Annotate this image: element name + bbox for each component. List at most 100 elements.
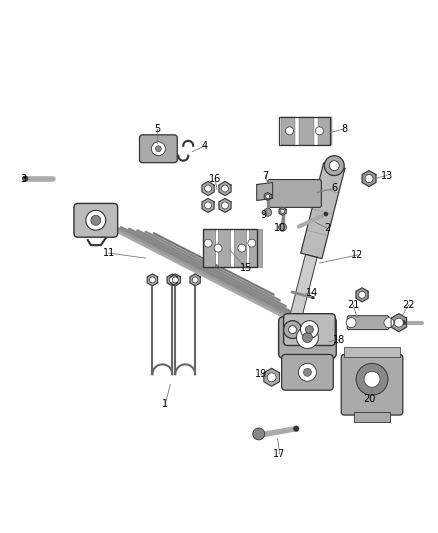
Text: 22: 22 [403,300,415,310]
Circle shape [394,318,403,327]
Circle shape [222,202,229,209]
Circle shape [205,185,212,192]
FancyBboxPatch shape [282,354,333,390]
Circle shape [152,142,165,156]
FancyBboxPatch shape [74,204,118,237]
Text: 9: 9 [261,211,267,220]
Text: 10: 10 [273,223,286,233]
FancyBboxPatch shape [347,316,389,329]
Circle shape [305,326,314,334]
Circle shape [364,372,380,387]
Circle shape [346,318,356,328]
Text: 16: 16 [209,174,221,183]
Circle shape [289,326,297,334]
Polygon shape [301,163,345,259]
Polygon shape [219,198,231,212]
Circle shape [315,127,323,135]
Polygon shape [257,182,273,200]
FancyBboxPatch shape [140,135,177,163]
Polygon shape [202,182,214,196]
Text: 12: 12 [351,250,363,260]
Text: 15: 15 [240,263,252,273]
Circle shape [264,208,272,216]
FancyBboxPatch shape [268,180,321,207]
Bar [299,117,314,145]
Circle shape [155,146,161,152]
Polygon shape [391,314,406,332]
Text: 13: 13 [381,171,393,181]
Circle shape [297,327,318,349]
Text: 3: 3 [20,174,26,183]
Circle shape [192,277,198,283]
Circle shape [22,176,28,181]
Circle shape [86,211,106,230]
Circle shape [91,215,101,225]
Circle shape [303,333,312,343]
Circle shape [293,426,299,431]
Circle shape [279,223,286,231]
FancyBboxPatch shape [279,317,336,358]
Polygon shape [264,368,279,386]
Circle shape [402,320,406,325]
Polygon shape [362,171,376,187]
Circle shape [248,239,256,247]
Circle shape [253,428,265,440]
Text: 1: 1 [162,399,168,409]
Polygon shape [279,207,286,215]
Circle shape [204,239,212,247]
Polygon shape [170,274,180,286]
Text: 7: 7 [262,171,269,181]
Bar [234,229,246,267]
Text: 2: 2 [324,223,330,233]
Bar [279,117,330,145]
Polygon shape [264,192,271,200]
Circle shape [222,185,229,192]
Circle shape [283,321,301,338]
Bar [318,117,332,145]
Text: 4: 4 [202,141,208,151]
Bar [218,229,230,267]
Bar [203,229,257,267]
Circle shape [384,318,394,328]
Circle shape [205,202,212,209]
Circle shape [170,277,175,283]
Bar [281,117,295,145]
Circle shape [304,368,311,376]
Circle shape [300,321,318,338]
Text: 19: 19 [254,369,267,379]
Circle shape [238,244,246,252]
Polygon shape [202,198,214,212]
Text: 5: 5 [154,124,160,134]
Polygon shape [147,274,158,286]
Circle shape [356,364,388,395]
Circle shape [214,244,222,252]
Circle shape [365,175,373,182]
Circle shape [267,373,276,382]
FancyBboxPatch shape [283,314,335,345]
Bar [344,348,400,358]
Circle shape [359,292,366,298]
Circle shape [329,160,339,171]
Circle shape [298,364,316,381]
Polygon shape [190,274,200,286]
Polygon shape [167,274,177,286]
Polygon shape [287,254,317,331]
Circle shape [286,127,293,135]
Circle shape [172,277,178,283]
Polygon shape [356,288,368,302]
Text: 17: 17 [273,449,286,459]
Circle shape [324,212,328,216]
Circle shape [324,156,344,175]
Circle shape [149,277,155,283]
Bar [203,229,215,267]
Circle shape [281,209,285,213]
FancyBboxPatch shape [341,354,403,415]
Text: 11: 11 [102,248,115,258]
Text: 6: 6 [331,183,337,193]
Text: 20: 20 [363,394,375,404]
Bar [258,188,270,199]
Bar [354,412,390,422]
Circle shape [266,195,270,198]
Text: 8: 8 [341,124,347,134]
Text: 18: 18 [333,335,345,344]
